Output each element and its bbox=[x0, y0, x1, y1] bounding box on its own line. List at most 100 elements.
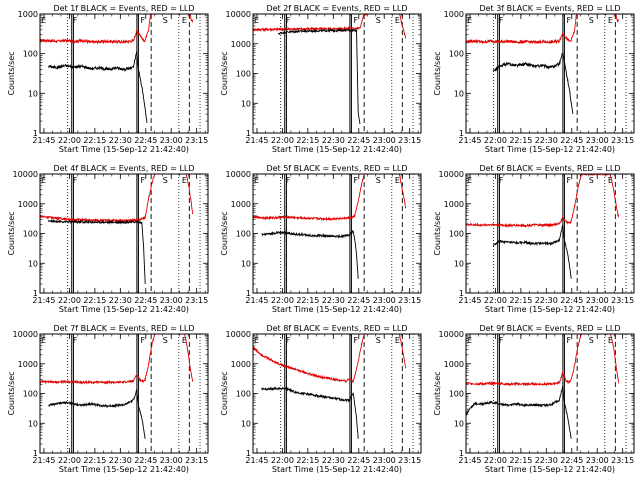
y-tick-label: 1 bbox=[33, 449, 38, 458]
panel-title: Det 4f BLACK = Events, RED = LLD bbox=[53, 164, 194, 173]
lld-series-line bbox=[40, 14, 194, 45]
marker-letter: E bbox=[395, 16, 400, 25]
y-tick-label: 10000 bbox=[13, 330, 38, 339]
x-tick-label: 22:15 bbox=[509, 136, 532, 145]
marker-letter: F bbox=[499, 336, 504, 345]
panel-1: Det 1f BLACK = Events, RED = LLD 1 10 100 10… bbox=[7, 4, 209, 154]
y-tick-label: 100 bbox=[23, 390, 38, 399]
marker-letter: E bbox=[41, 336, 46, 345]
x-tick-label: 22:00 bbox=[484, 296, 507, 305]
x-tick-label: 22:30 bbox=[109, 456, 132, 465]
x-tick-label: 21:45 bbox=[32, 136, 55, 145]
x-tick-label: 22:15 bbox=[83, 136, 106, 145]
panel-6: Det 6f BLACK = Events, RED = LLD 1 10 100 10… bbox=[433, 164, 635, 314]
x-tick-label: 21:45 bbox=[245, 136, 268, 145]
panel-9: Det 9f BLACK = Events, RED = LLD 1 10 100 10… bbox=[433, 324, 635, 474]
events-series-line bbox=[466, 385, 572, 439]
panel-title: Det 9f BLACK = Events, RED = LLD bbox=[479, 324, 620, 333]
marker-letter: F bbox=[566, 16, 571, 25]
x-axis-label: Start Time (15-Sep-12 21:42:40) bbox=[59, 305, 189, 314]
x-tick-label: 22:00 bbox=[58, 136, 81, 145]
marker-letter: F bbox=[499, 176, 504, 185]
marker-letter: F bbox=[286, 16, 291, 25]
panel-2: Det 2f BLACK = Events, RED = LLD 1 10 100 10… bbox=[220, 4, 422, 154]
lld-series-line bbox=[466, 174, 620, 229]
y-tick-label: 1 bbox=[246, 289, 251, 298]
marker-letter: F bbox=[353, 16, 358, 25]
y-tick-label: 10 bbox=[241, 419, 251, 428]
x-tick-label: 22:00 bbox=[271, 136, 294, 145]
x-tick-label: 21:45 bbox=[245, 296, 268, 305]
marker-letter: S bbox=[376, 336, 381, 345]
marker-letter: S bbox=[163, 336, 168, 345]
x-tick-label: 23:15 bbox=[611, 296, 634, 305]
plot-frame bbox=[465, 333, 635, 454]
marker-letter: E bbox=[182, 176, 187, 185]
x-tick-label: 23:00 bbox=[160, 456, 183, 465]
x-tick-label: 23:15 bbox=[185, 296, 208, 305]
y-tick-label: 10000 bbox=[439, 330, 464, 339]
y-tick-label: 10000 bbox=[439, 170, 464, 179]
x-tick-label: 22:00 bbox=[271, 296, 294, 305]
lld-series-line bbox=[466, 334, 620, 387]
x-tick-label: 23:00 bbox=[373, 136, 396, 145]
x-tick-label: 23:15 bbox=[185, 456, 208, 465]
x-tick-label: 22:15 bbox=[296, 296, 319, 305]
x-tick-label: 23:00 bbox=[586, 136, 609, 145]
x-tick-label: 23:00 bbox=[586, 296, 609, 305]
y-tick-label: 10 bbox=[454, 259, 464, 268]
marker-letter: S bbox=[589, 336, 594, 345]
y-tick-label: 1000 bbox=[18, 10, 38, 19]
x-tick-label: 21:45 bbox=[32, 296, 55, 305]
marker-letter: E bbox=[467, 176, 472, 185]
y-tick-label: 1 bbox=[33, 289, 38, 298]
y-tick-label: 10000 bbox=[226, 330, 251, 339]
x-tick-label: 23:15 bbox=[398, 296, 421, 305]
y-tick-label: 100 bbox=[236, 230, 251, 239]
events-series-line bbox=[492, 224, 572, 279]
x-axis-label: Start Time (15-Sep-12 21:42:40) bbox=[485, 145, 615, 154]
x-tick-label: 22:45 bbox=[134, 136, 157, 145]
marker-letter: S bbox=[589, 176, 594, 185]
events-series-line bbox=[48, 218, 146, 285]
marker-letter: E bbox=[467, 336, 472, 345]
x-tick-label: 22:00 bbox=[484, 456, 507, 465]
marker-letter: F bbox=[353, 176, 358, 185]
y-tick-label: 10000 bbox=[226, 170, 251, 179]
x-axis-label: Start Time (15-Sep-12 21:42:40) bbox=[59, 465, 189, 474]
marker-letter: F bbox=[566, 176, 571, 185]
panel-3: Det 3f BLACK = Events, RED = LLD 1 10 100 10… bbox=[433, 4, 635, 154]
y-tick-label: 10 bbox=[28, 89, 38, 98]
plot-frame bbox=[252, 173, 422, 294]
marker-letter: F bbox=[140, 176, 145, 185]
plot-frame bbox=[39, 13, 209, 134]
panel-7: Det 7f BLACK = Events, RED = LLD 1 10 100 10… bbox=[7, 324, 209, 474]
panel-title: Det 7f BLACK = Events, RED = LLD bbox=[53, 324, 194, 333]
x-axis-label: Start Time (15-Sep-12 21:42:40) bbox=[272, 465, 402, 474]
x-tick-label: 22:45 bbox=[347, 296, 370, 305]
x-tick-label: 22:00 bbox=[484, 136, 507, 145]
plot-frame bbox=[252, 333, 422, 454]
x-tick-label: 22:45 bbox=[347, 456, 370, 465]
y-tick-label: 100 bbox=[23, 230, 38, 239]
y-tick-label: 100 bbox=[23, 50, 38, 59]
marker-letter: E bbox=[608, 176, 613, 185]
marker-letter: F bbox=[73, 336, 78, 345]
x-tick-label: 22:00 bbox=[58, 296, 81, 305]
panel-title: Det 2f BLACK = Events, RED = LLD bbox=[266, 4, 407, 13]
x-axis-label: Start Time (15-Sep-12 21:42:40) bbox=[59, 145, 189, 154]
plot-frame bbox=[465, 173, 635, 294]
marker-letter: E bbox=[608, 336, 613, 345]
x-tick-label: 22:45 bbox=[134, 296, 157, 305]
events-series-line bbox=[48, 51, 148, 123]
plot-frame bbox=[39, 173, 209, 294]
x-tick-label: 23:00 bbox=[586, 456, 609, 465]
lld-series-line bbox=[40, 334, 194, 385]
y-tick-label: 10 bbox=[28, 419, 38, 428]
x-tick-label: 23:15 bbox=[185, 136, 208, 145]
x-tick-label: 22:15 bbox=[296, 136, 319, 145]
x-tick-label: 21:45 bbox=[32, 456, 55, 465]
x-tick-label: 22:45 bbox=[560, 136, 583, 145]
x-tick-label: 23:15 bbox=[611, 456, 634, 465]
